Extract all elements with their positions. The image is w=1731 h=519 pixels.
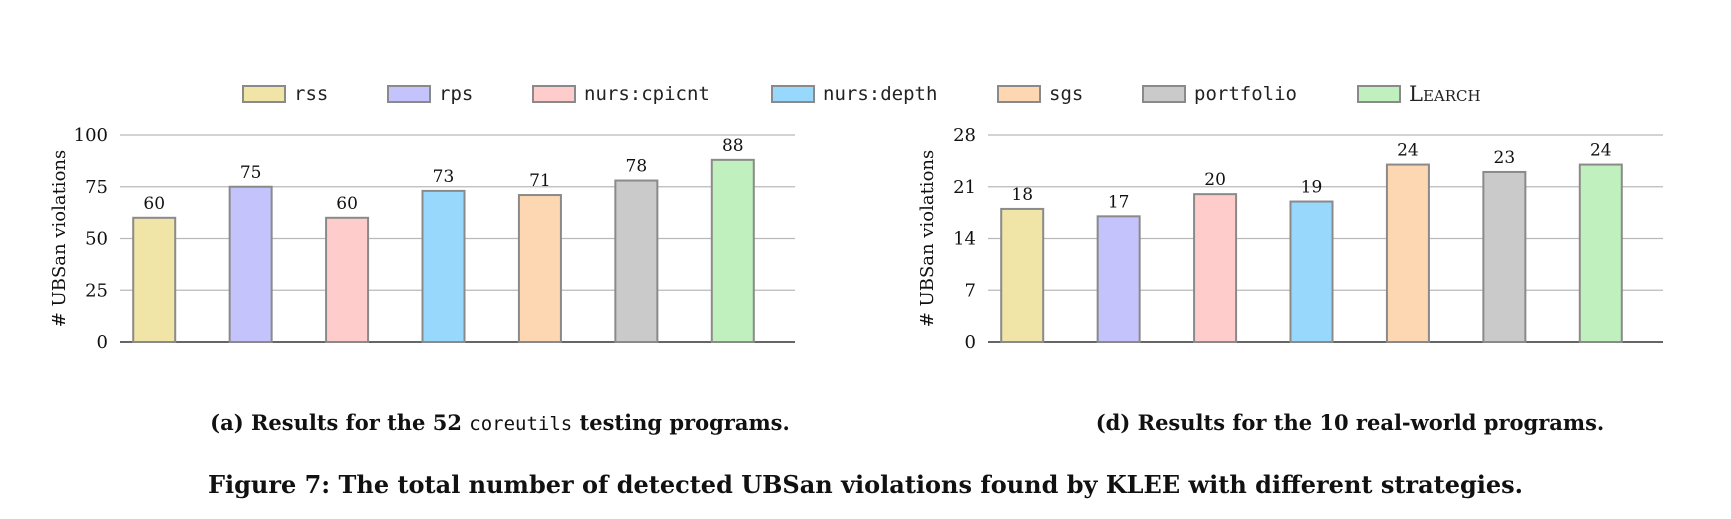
data-label: 73 — [433, 167, 455, 187]
y-tick-label: 75 — [85, 177, 108, 198]
subcaption-d-pre: (d) Results for the 10 real-world progra… — [1095, 410, 1605, 435]
legend-item-rss: rss — [242, 78, 328, 110]
legend-label: rss — [294, 83, 329, 105]
y-axis-label: # UBSan violations — [917, 150, 938, 328]
data-label: 78 — [626, 157, 648, 177]
bar-nurs-depth — [1289, 200, 1334, 343]
legend-swatch — [1357, 85, 1401, 103]
y-tick-label: 0 — [965, 332, 976, 353]
legend-item-sgs: sgs — [997, 78, 1083, 110]
data-label: 24 — [1397, 141, 1419, 161]
legend-label: portfolio — [1194, 83, 1297, 105]
data-label: 19 — [1301, 178, 1323, 198]
data-label: 88 — [722, 136, 744, 156]
y-tick-label: 28 — [953, 125, 976, 146]
bar-sgs — [517, 194, 562, 343]
chart-d: 0 7 14 21 28 # UBSan violations 18 17 20 19 24 23 24 — [908, 125, 1708, 390]
y-axis-label: # UBSan violations — [49, 150, 70, 328]
legend-swatch — [242, 85, 286, 103]
data-label: 24 — [1590, 141, 1612, 161]
bar-learch — [710, 158, 755, 344]
legend-label: nurs:depth — [823, 83, 938, 105]
legend: rss rps nurs:cpicnt nurs:depth sgs portf… — [0, 78, 1731, 110]
legend-swatch — [387, 85, 431, 103]
legend-swatch — [1142, 85, 1186, 103]
subcaption-a: (a) Results for the 52 coreutils testing… — [150, 410, 850, 435]
bar-rss — [1000, 207, 1045, 343]
data-label: 75 — [240, 163, 262, 183]
y-tick-label: 100 — [74, 125, 108, 146]
legend-label: Learch — [1409, 82, 1481, 106]
subcaption-d: (d) Results for the 10 real-world progra… — [1000, 410, 1700, 435]
chart-a: 0 25 50 75 100 # UBSan violations 60 75 60 73 71 78… — [40, 125, 840, 390]
data-label: 17 — [1108, 192, 1130, 212]
subcaption-a-post: testing programs. — [572, 410, 790, 435]
bar-nurs-cpicnt — [325, 216, 370, 343]
bar-sgs — [1385, 163, 1430, 344]
legend-label: nurs:cpicnt — [584, 83, 710, 105]
legend-item-nurs-depth: nurs:depth — [771, 78, 937, 110]
data-label: 60 — [336, 194, 358, 214]
bar-learch — [1578, 163, 1623, 344]
data-label: 60 — [143, 194, 165, 214]
bar-portfolio — [614, 179, 659, 344]
data-label: 71 — [529, 171, 551, 191]
legend-label: sgs — [1049, 83, 1084, 105]
chart-d-svg: 0 7 14 21 28 # UBSan violations 18 17 20 19 24 23 24 — [917, 125, 1663, 353]
bar-rps — [228, 185, 273, 343]
legend-item-learch: Learch — [1357, 78, 1481, 110]
legend-item-rps: rps — [387, 78, 473, 110]
subcaption-a-pre: (a) Results for the 52 — [210, 410, 470, 435]
legend-item-nurs-cpicnt: nurs:cpicnt — [532, 78, 710, 110]
y-tick-label: 21 — [953, 177, 976, 198]
legend-swatch — [771, 85, 815, 103]
bar-rps — [1096, 215, 1141, 343]
legend-item-portfolio: portfolio — [1142, 78, 1297, 110]
legend-swatch — [532, 85, 576, 103]
figure-caption: Figure 7: The total number of detected U… — [207, 470, 1524, 499]
bar-nurs-cpicnt — [1193, 193, 1238, 344]
y-tick-label: 0 — [97, 332, 108, 353]
legend-label: rps — [439, 83, 474, 105]
data-label: 18 — [1011, 185, 1033, 205]
y-tick-label: 50 — [85, 229, 108, 250]
y-tick-label: 14 — [953, 229, 976, 250]
bar-rss — [132, 216, 177, 343]
legend-swatch — [997, 85, 1041, 103]
subcaption-a-code: coreutils — [469, 413, 573, 435]
chart-a-svg: 0 25 50 75 100# UBSan violations 60 75 60 73 71 78… — [49, 125, 795, 353]
bar-nurs-depth — [421, 189, 466, 343]
bar-portfolio — [1482, 170, 1527, 344]
data-label: 20 — [1204, 170, 1226, 190]
y-tick-label: 7 — [965, 280, 976, 301]
y-tick-label: 25 — [85, 280, 108, 301]
data-label: 23 — [1494, 148, 1516, 168]
